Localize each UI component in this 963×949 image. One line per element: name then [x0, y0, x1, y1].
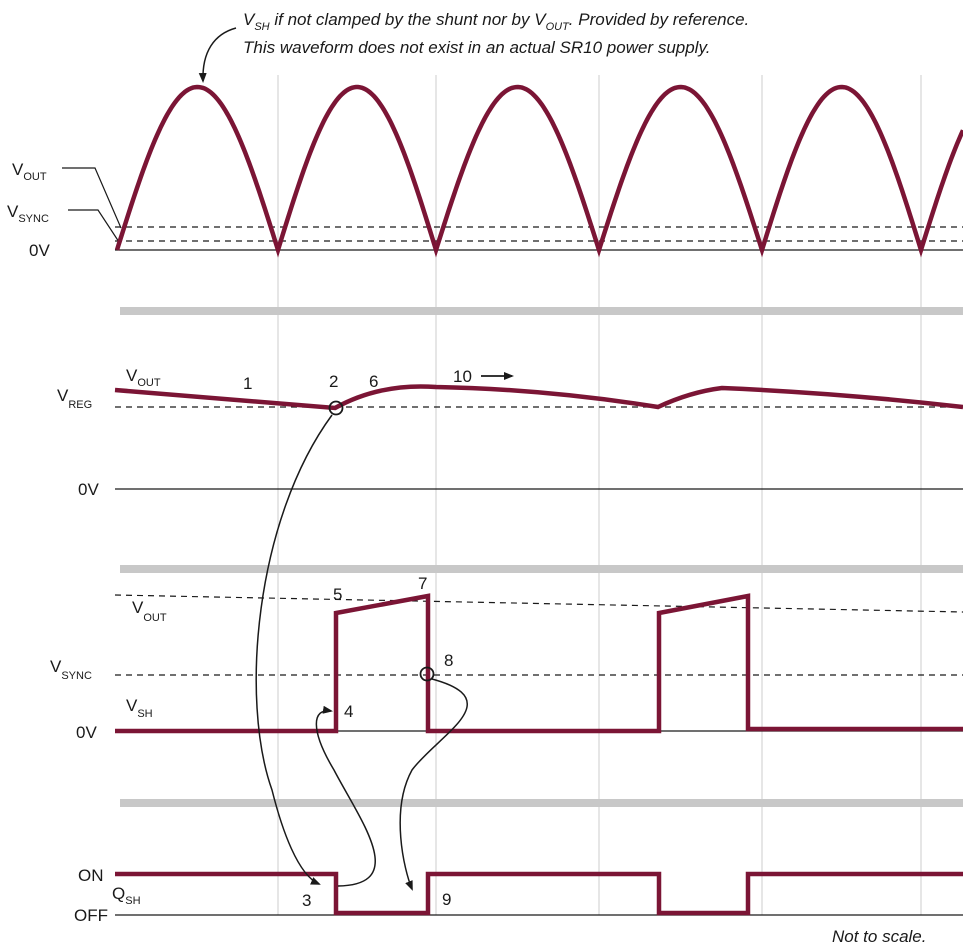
arrow-2-to-3 [255, 414, 333, 885]
off-label: OFF [74, 906, 108, 925]
vout-label: VOUT [12, 160, 47, 183]
marker-4: 4 [344, 702, 353, 721]
vreg-label: VREG [57, 386, 92, 411]
marker-7: 7 [418, 574, 427, 593]
vertical-grid [277, 75, 922, 915]
top-note-line2: This waveform does not exist in an actua… [243, 38, 710, 57]
arrow-8-to-9 [399, 678, 468, 891]
on-label: ON [78, 866, 104, 885]
qsh-trace [115, 871, 963, 916]
panel-shunt-voltage: VOUT VSYNC VSH 0V 4 5 7 8 [50, 574, 963, 742]
qsh-label: QSH [112, 884, 141, 907]
vout-trace [114, 384, 963, 411]
panel-shunt-switch: ON OFF QSH 3 9 [74, 866, 963, 925]
vsync-label: VSYNC [50, 657, 92, 682]
marker-6: 6 [369, 372, 378, 391]
causality-arrows [255, 414, 468, 891]
vsh-trace [115, 593, 963, 734]
marker-10: 10 [453, 367, 472, 386]
marker-5: 5 [333, 585, 342, 604]
marker-8: 8 [444, 651, 453, 670]
marker-9: 9 [442, 890, 451, 909]
zero-volt-label: 0V [29, 241, 50, 260]
not-to-scale-note: Not to scale. [832, 927, 927, 946]
panel-rectified-sine: VOUT VSYNC 0V [7, 84, 963, 260]
rectified-sine-trace [114, 84, 963, 258]
marker-2: 2 [329, 372, 338, 391]
marker-1: 1 [243, 374, 252, 393]
vsh-label: VSH [126, 696, 153, 720]
vout-label: VOUT [126, 366, 161, 389]
vout-label: VOUT [132, 598, 167, 624]
zero-volt-label: 0V [76, 723, 97, 742]
marker-8-circle [419, 666, 435, 682]
top-note-line1: VSH if not clamped by the shunt nor by V… [243, 10, 749, 33]
vout-leader [62, 167, 122, 229]
panel-separators [120, 307, 963, 807]
marker-3: 3 [302, 891, 311, 910]
top-annotation: VSH if not clamped by the shunt nor by V… [198, 10, 749, 83]
panel-output-voltage: VOUT VREG 0V 1 2 6 10 [57, 366, 963, 499]
vsync-label: VSYNC [7, 202, 49, 225]
vout-dashed-line [114, 594, 963, 613]
top-note-arrow [198, 27, 237, 83]
marker-2-circle [328, 400, 344, 416]
zero-volt-label: 0V [78, 480, 99, 499]
arrow-3-to-4 [315, 705, 376, 887]
vsync-leader [68, 209, 120, 243]
